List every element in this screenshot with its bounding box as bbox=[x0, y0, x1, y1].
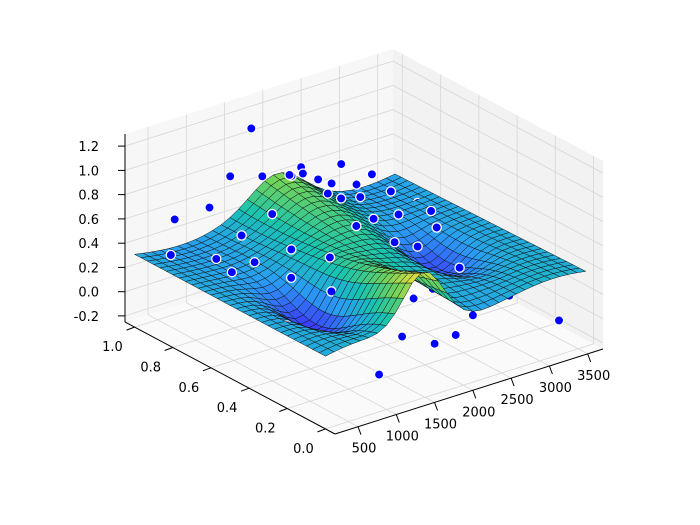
surface-patch bbox=[570, 267, 587, 273]
y-tick-mark bbox=[164, 347, 173, 351]
scatter-point bbox=[335, 193, 347, 204]
y-tick-label: 0.8 bbox=[140, 361, 161, 376]
y-tick-label: 0.2 bbox=[255, 422, 276, 437]
x-tick-mark bbox=[510, 377, 515, 387]
y-tick-mark bbox=[126, 326, 135, 331]
y-tick-label: 1.0 bbox=[102, 340, 123, 355]
scatter-point bbox=[431, 222, 442, 233]
grid-line-z-side bbox=[392, 157, 604, 271]
grid-line-z-side bbox=[392, 109, 604, 222]
x-tick-label: 500 bbox=[352, 442, 377, 457]
scatter-point bbox=[351, 179, 362, 190]
y-tick-label: 0.4 bbox=[217, 401, 238, 416]
z-tick-label: 0.8 bbox=[78, 189, 99, 204]
scatter-point bbox=[366, 169, 378, 180]
scatter-point bbox=[322, 188, 334, 199]
x-tick-mark bbox=[587, 353, 592, 363]
grid-line-x-floor bbox=[147, 314, 359, 428]
scatter-point bbox=[297, 168, 309, 179]
scatter-point bbox=[249, 256, 260, 268]
scatter-point bbox=[165, 249, 177, 261]
scatter-point bbox=[326, 178, 337, 189]
scatter-point bbox=[226, 266, 238, 278]
scatter-point bbox=[312, 174, 324, 185]
grid-line-z-side bbox=[392, 60, 604, 174]
scatter-point bbox=[286, 244, 297, 255]
x-tick-mark bbox=[472, 390, 477, 399]
z-tick-label: 0.4 bbox=[78, 237, 99, 252]
scatter-point bbox=[355, 191, 366, 203]
z-tick-label: 1.0 bbox=[78, 164, 99, 179]
scatter-point bbox=[204, 202, 215, 213]
y-tick-label: 0.0 bbox=[293, 442, 314, 457]
y-tick-mark bbox=[317, 428, 326, 433]
z-tick-label: 0.6 bbox=[78, 213, 99, 228]
y-tick-mark bbox=[240, 387, 250, 392]
z-tick-label: 0.0 bbox=[78, 286, 99, 301]
scatter-point bbox=[393, 209, 404, 220]
x-tick-mark bbox=[548, 365, 553, 375]
scatter-point bbox=[211, 253, 222, 265]
grid-line-x-floor bbox=[186, 302, 397, 415]
scatter-point bbox=[257, 171, 268, 182]
x-axis-line bbox=[334, 348, 604, 435]
x-tick-mark bbox=[357, 426, 362, 435]
x-tick-label: 2500 bbox=[501, 393, 534, 408]
grid-line-z-side bbox=[392, 133, 604, 247]
grid-line-z-back bbox=[124, 109, 394, 195]
scatter-point bbox=[467, 310, 479, 321]
y-tick-mark bbox=[202, 367, 212, 372]
scatter-point bbox=[454, 262, 465, 273]
scatter-point bbox=[385, 186, 397, 197]
plot-data bbox=[134, 123, 587, 380]
scatter-point bbox=[246, 123, 257, 134]
x-tick-mark bbox=[395, 414, 400, 423]
scatter-point bbox=[412, 241, 423, 252]
scatter-point bbox=[368, 213, 379, 225]
scatter-point bbox=[396, 331, 408, 342]
scatter-point bbox=[425, 205, 437, 217]
y-tick-label: 0.6 bbox=[179, 381, 200, 396]
x-tick-label: 1000 bbox=[386, 430, 419, 445]
scatter-point bbox=[284, 169, 295, 181]
grid-line-z-side bbox=[392, 85, 604, 198]
scatter-point bbox=[324, 252, 336, 263]
grid-line-y-floor bbox=[287, 323, 556, 409]
scatter-point bbox=[429, 338, 440, 349]
axis-lines bbox=[118, 134, 604, 435]
z-tick-label: 1.2 bbox=[78, 140, 99, 155]
x-tick-label: 3000 bbox=[539, 381, 572, 396]
z-tick-label: -0.2 bbox=[74, 310, 99, 325]
scatter-point bbox=[236, 230, 247, 241]
scatter-point bbox=[169, 214, 180, 225]
scatter-point bbox=[389, 236, 400, 248]
x-tick-mark bbox=[434, 402, 438, 411]
x-tick-label: 2000 bbox=[462, 405, 495, 420]
y-tick-mark bbox=[279, 408, 288, 412]
grid-line-y-floor bbox=[325, 343, 594, 430]
x-tick-label: 1500 bbox=[424, 417, 457, 432]
grid-line-z-back bbox=[124, 60, 394, 147]
scatter-point bbox=[450, 329, 461, 341]
grid-line-z-back bbox=[124, 85, 394, 171]
scatter-point bbox=[285, 272, 297, 284]
y-axis-line bbox=[124, 321, 336, 435]
x-tick-label: 3500 bbox=[577, 369, 610, 384]
scatter-point bbox=[408, 293, 419, 304]
scatter-point bbox=[553, 315, 565, 326]
z-tick-label: 0.2 bbox=[78, 261, 99, 276]
scatter-point bbox=[373, 369, 385, 380]
scatter-point bbox=[335, 158, 347, 170]
scatter-point bbox=[351, 220, 362, 232]
scatter-point bbox=[266, 208, 278, 220]
scatter-point bbox=[224, 171, 236, 182]
tick-labels: 500 1000 1500 2000 2500 3000 3500 0.0 0.2 0.4 0.6 0… bbox=[74, 140, 611, 457]
